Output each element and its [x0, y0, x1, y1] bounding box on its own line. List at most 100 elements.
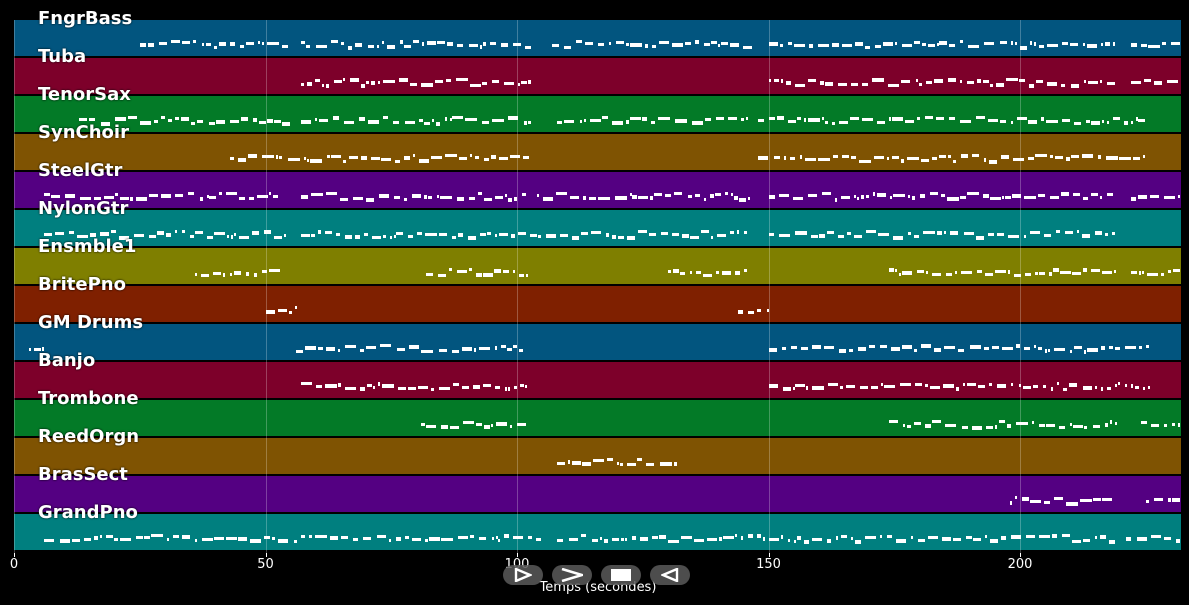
note	[340, 536, 349, 539]
note	[326, 155, 330, 158]
note	[851, 537, 854, 540]
note	[352, 197, 364, 200]
note	[709, 194, 714, 198]
note	[208, 122, 215, 125]
note	[1054, 156, 1063, 159]
note	[404, 198, 407, 201]
forward-button[interactable]	[552, 565, 592, 585]
note	[672, 43, 684, 47]
note	[769, 538, 780, 541]
note	[559, 234, 569, 237]
note	[1150, 424, 1159, 427]
note	[161, 116, 166, 119]
note	[326, 347, 336, 351]
note	[768, 233, 774, 236]
note	[773, 156, 781, 159]
note	[1108, 540, 1115, 544]
track-lane: Tuba	[14, 46, 1181, 96]
note	[284, 234, 287, 237]
note	[1076, 230, 1079, 233]
note	[528, 121, 532, 124]
note	[902, 44, 913, 47]
note	[370, 81, 375, 85]
note	[135, 536, 143, 539]
note	[704, 198, 707, 201]
note	[1032, 385, 1039, 388]
tick-label: 200	[1007, 557, 1033, 572]
note	[1048, 349, 1051, 352]
note	[606, 458, 614, 461]
note	[658, 117, 670, 120]
note	[315, 535, 327, 538]
note	[667, 540, 679, 543]
note	[650, 121, 655, 124]
note	[568, 460, 571, 464]
note	[318, 347, 323, 350]
note	[219, 192, 223, 195]
note	[687, 195, 692, 198]
note	[282, 122, 290, 126]
note	[411, 538, 421, 541]
note	[904, 120, 915, 123]
note	[598, 197, 610, 200]
note	[168, 119, 173, 122]
note	[748, 534, 753, 538]
play-button[interactable]	[503, 565, 543, 585]
note	[642, 117, 647, 121]
note	[452, 383, 459, 386]
rewind-button[interactable]	[650, 565, 690, 585]
note	[424, 195, 427, 199]
stop-button[interactable]	[601, 565, 641, 585]
note	[241, 117, 249, 121]
note	[835, 536, 838, 540]
note	[907, 195, 910, 198]
note	[682, 234, 689, 238]
note	[572, 461, 581, 465]
note	[279, 156, 283, 159]
note	[985, 426, 993, 429]
note	[264, 230, 271, 234]
track-label: GM Drums	[38, 312, 144, 333]
note	[127, 116, 138, 119]
tick-mark	[768, 553, 770, 557]
note	[481, 121, 489, 124]
note	[209, 196, 216, 199]
note	[72, 539, 81, 542]
note	[963, 383, 966, 386]
note	[976, 270, 983, 273]
note	[272, 537, 276, 540]
note	[1136, 537, 1148, 541]
note	[525, 46, 532, 49]
note	[778, 194, 789, 197]
note	[1175, 539, 1180, 543]
stop-icon	[611, 569, 631, 581]
note	[149, 235, 156, 238]
note	[337, 349, 340, 352]
note	[265, 310, 276, 314]
note	[741, 118, 744, 121]
note	[734, 534, 737, 537]
note	[426, 273, 434, 276]
note	[1146, 345, 1150, 348]
note-track	[14, 210, 1181, 246]
note	[300, 234, 310, 237]
note	[674, 119, 687, 123]
note	[983, 80, 989, 83]
note	[1082, 386, 1093, 390]
note	[612, 121, 624, 125]
note	[1034, 154, 1047, 157]
note	[967, 383, 977, 386]
note	[984, 273, 993, 276]
note	[456, 197, 464, 201]
note	[599, 537, 603, 540]
note	[960, 196, 966, 199]
note	[850, 117, 859, 120]
note	[896, 539, 907, 543]
note	[424, 122, 431, 125]
note	[1130, 271, 1137, 274]
note	[1049, 272, 1052, 276]
note	[1056, 382, 1059, 385]
note	[1060, 271, 1072, 274]
note	[866, 230, 877, 233]
note	[781, 347, 787, 350]
